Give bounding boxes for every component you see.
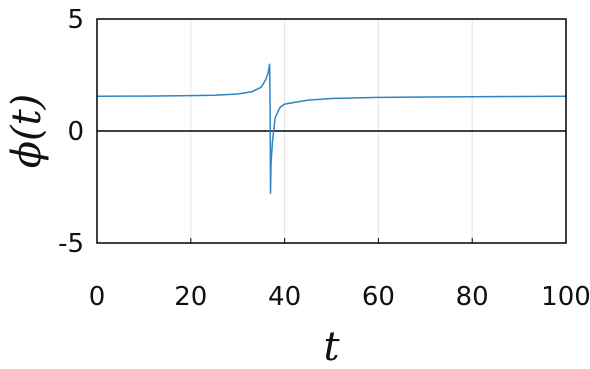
y-tick-label: -5 — [58, 229, 84, 259]
x-tick-label: 60 — [362, 282, 395, 312]
x-tick-label: 20 — [174, 282, 207, 312]
x-axis-label: t — [323, 324, 340, 369]
x-tick-label: 80 — [456, 282, 489, 312]
x-axis-ticks: 0 20 40 60 80 100 — [89, 238, 590, 312]
x-tick-label: 0 — [89, 282, 106, 312]
y-axis-ticks: -5 0 5 — [58, 5, 102, 259]
y-axis-label: ϕ(t) — [4, 94, 50, 169]
y-tick-label: 5 — [67, 5, 84, 35]
x-tick-label: 100 — [541, 282, 590, 312]
y-tick-label: 0 — [67, 117, 84, 147]
series-line-phi — [96, 63, 567, 194]
x-tick-label: 40 — [268, 282, 301, 312]
